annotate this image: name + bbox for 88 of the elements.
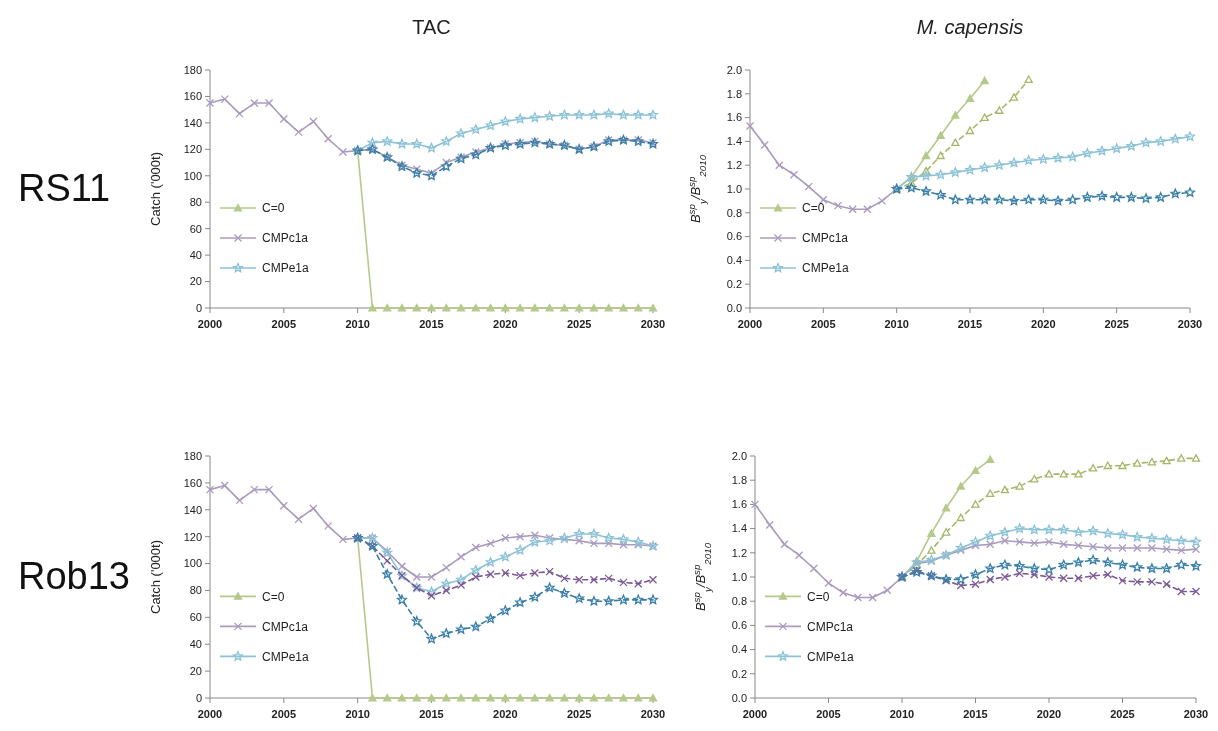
x-tick-label: 2005 <box>271 708 297 720</box>
x-tick-label: 2000 <box>737 318 763 330</box>
y-tick-label: 2.0 <box>731 449 747 462</box>
y-tick-label: 0.0 <box>726 301 742 314</box>
y-tick-label: 1.2 <box>726 159 742 172</box>
x-tick-label: 2005 <box>816 708 841 720</box>
y-tick-label: 160 <box>183 90 202 103</box>
y-tick-label: 0 <box>195 691 202 704</box>
y-tick-label: 2.0 <box>726 63 742 76</box>
y-tick-label: 0.6 <box>726 230 742 243</box>
x-tick-label: 2005 <box>271 318 297 330</box>
x-tick-label: 2005 <box>811 318 836 330</box>
x-tick-label: 2030 <box>1183 708 1209 720</box>
x-tick-label: 2030 <box>640 318 666 330</box>
y-tick-label: 0.0 <box>731 691 747 704</box>
x-tick-label: 2025 <box>566 708 592 720</box>
y-tick-label: 0.6 <box>731 619 747 632</box>
legend-label: CMPc1a <box>262 619 309 634</box>
legend-label: CMPe1a <box>262 261 310 276</box>
y-tick-label: 0.2 <box>731 667 747 680</box>
y-tick-label: 1.6 <box>731 498 747 511</box>
x-tick-label: 2020 <box>493 708 518 720</box>
chart-title: TAC <box>412 16 451 38</box>
y-axis-title: Catch ('000t) <box>148 151 163 227</box>
legend-label: CMPc1a <box>802 231 849 246</box>
x-tick-label: 2025 <box>566 318 592 330</box>
x-tick-label: 2015 <box>957 318 983 330</box>
y-tick-label: 1.4 <box>731 522 747 535</box>
y-tick-label: 1.4 <box>726 135 742 148</box>
legend-label: C=0 <box>262 589 285 604</box>
y-tick-label: 100 <box>183 169 202 182</box>
legend-label: CMPe1a <box>262 649 310 664</box>
legend-label: CMPe1a <box>807 649 855 664</box>
y-tick-label: 80 <box>189 196 202 209</box>
y-tick-label: 0.2 <box>726 278 742 291</box>
x-tick-label: 2020 <box>1036 708 1062 720</box>
legend-label: CMPe1a <box>802 261 850 276</box>
y-tick-label: 1.8 <box>726 87 742 100</box>
y-tick-label: 100 <box>183 557 202 570</box>
y-tick-label: 20 <box>189 275 202 288</box>
x-tick-label: 2025 <box>1110 708 1135 720</box>
y-tick-label: 20 <box>189 664 202 677</box>
x-tick-label: 2020 <box>493 318 518 330</box>
x-tick-label: 2000 <box>197 708 223 720</box>
y-tick-label: 1.0 <box>731 570 747 583</box>
x-tick-label: 2030 <box>640 708 666 720</box>
y-tick-label: 1.8 <box>731 474 747 487</box>
y-tick-label: 80 <box>189 584 202 597</box>
y-tick-label: 180 <box>183 449 202 462</box>
x-tick-label: 2000 <box>742 708 768 720</box>
y-tick-label: 0.8 <box>726 206 742 219</box>
legend-label: CMPc1a <box>262 231 309 246</box>
chart-title: M. capensis <box>916 16 1024 38</box>
x-tick-label: 2025 <box>1104 318 1129 330</box>
y-tick-label: 160 <box>183 476 202 489</box>
y-tick-label: 1.6 <box>726 111 742 124</box>
legend-label: CMPc1a <box>807 619 854 634</box>
x-tick-label: 2015 <box>419 318 444 330</box>
text: Rob13 <box>18 555 130 597</box>
x-tick-label: 2010 <box>345 708 370 720</box>
y-tick-label: 180 <box>183 63 202 76</box>
y-tick-label: 120 <box>183 143 202 156</box>
y-tick-label: 120 <box>183 530 202 543</box>
x-tick-label: 2020 <box>1031 318 1056 330</box>
y-tick-label: 1.0 <box>726 182 742 195</box>
y-tick-label: 0 <box>195 301 202 314</box>
x-tick-label: 2015 <box>963 708 988 720</box>
x-tick-label: 2030 <box>1177 318 1203 330</box>
y-tick-label: 0.4 <box>726 254 742 267</box>
legend-label: C=0 <box>802 201 825 216</box>
legend-label: C=0 <box>807 589 830 604</box>
x-tick-label: 2015 <box>419 708 444 720</box>
legend-label: C=0 <box>262 201 285 216</box>
y-tick-label: 60 <box>189 222 202 235</box>
x-tick-label: 2010 <box>889 708 915 720</box>
y-tick-label: 0.4 <box>731 643 747 656</box>
y-tick-label: 40 <box>189 638 202 651</box>
x-tick-label: 2010 <box>345 318 370 330</box>
y-tick-label: 140 <box>183 503 202 516</box>
text: RS11 <box>18 167 111 209</box>
y-tick-label: 40 <box>189 248 202 261</box>
y-axis-title: Catch ('000t) <box>148 539 163 615</box>
y-tick-label: 0.8 <box>731 595 747 608</box>
y-tick-label: 140 <box>183 116 202 129</box>
x-tick-label: 2010 <box>884 318 909 330</box>
y-tick-label: 60 <box>189 611 202 624</box>
x-tick-label: 2000 <box>197 318 223 330</box>
y-tick-label: 1.2 <box>731 546 747 559</box>
